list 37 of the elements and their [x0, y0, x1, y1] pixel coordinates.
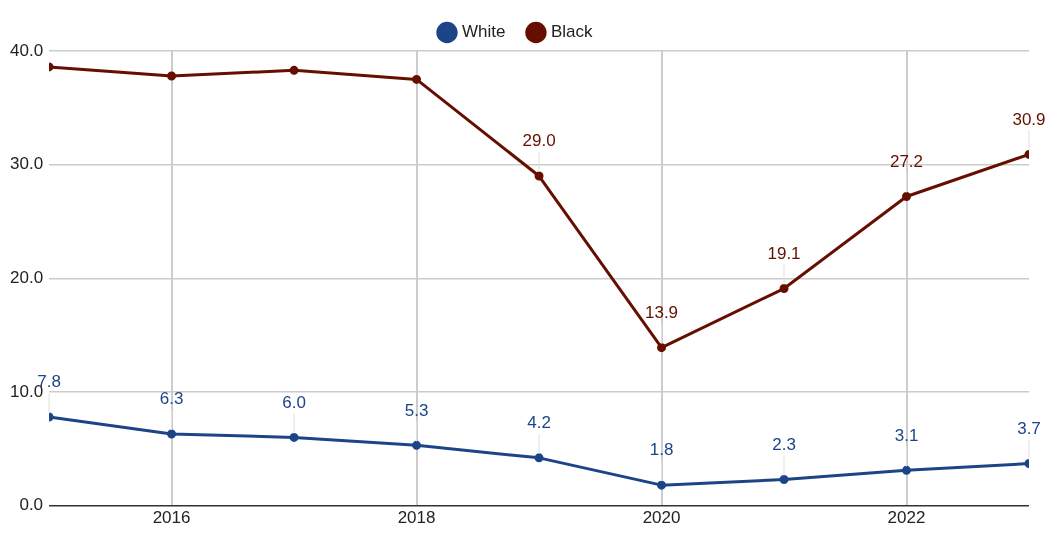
- point: [657, 480, 667, 490]
- data-label: 19.1: [767, 243, 801, 263]
- data-label: 4.2: [527, 413, 551, 433]
- point: [289, 432, 299, 442]
- x-tick-label: 2020: [642, 508, 681, 528]
- point: [412, 440, 422, 450]
- point: [167, 71, 177, 81]
- x-tick-label: 2018: [397, 508, 436, 528]
- y-tick-label: 40.0: [9, 40, 44, 60]
- point: [289, 65, 299, 75]
- data-label: 2.3: [772, 434, 796, 454]
- y-tick-label: 30.0: [9, 154, 44, 174]
- point: [657, 343, 667, 353]
- point: [779, 474, 789, 484]
- data-label: 1.8: [649, 440, 674, 460]
- x-tick-label: 2016: [152, 508, 191, 528]
- data-label: 29.0: [522, 131, 556, 151]
- x-tick-label: 2022: [887, 508, 926, 528]
- point: [902, 465, 912, 475]
- data-label: 3.1: [894, 425, 919, 445]
- point: [167, 429, 177, 439]
- legend-label: White: [461, 22, 506, 42]
- data-label: 27.2: [889, 151, 924, 171]
- point: [412, 74, 422, 84]
- point: [902, 191, 912, 201]
- data-label: 6.3: [159, 389, 184, 409]
- data-label: 3.7: [1017, 418, 1041, 438]
- point: [534, 453, 544, 463]
- legend-label: Black: [550, 22, 594, 42]
- y-tick-label: 20.0: [9, 267, 44, 287]
- point: [534, 171, 544, 181]
- data-label: 6.0: [282, 392, 306, 412]
- y-tick-label: 0.0: [19, 495, 44, 515]
- data-label: 30.9: [1012, 109, 1046, 129]
- data-label: 5.3: [404, 400, 429, 420]
- data-label: 13.9: [644, 302, 679, 322]
- point: [779, 284, 789, 294]
